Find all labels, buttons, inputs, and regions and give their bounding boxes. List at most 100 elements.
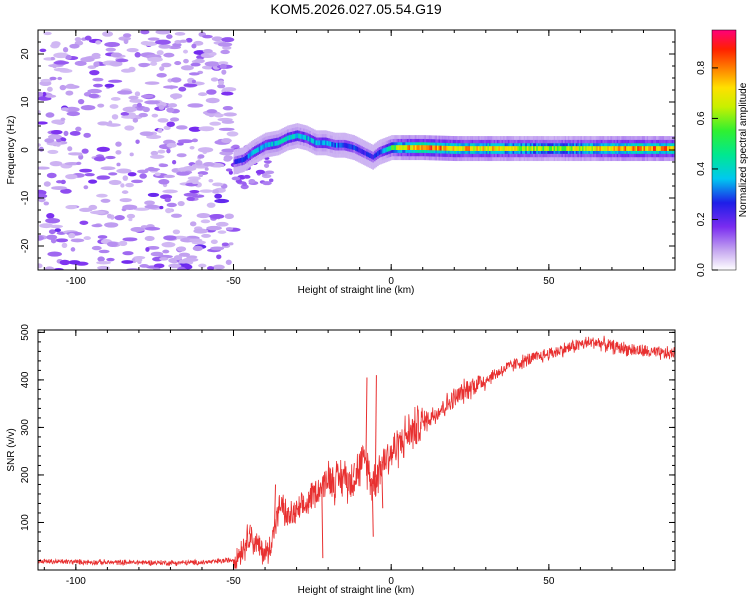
noise-cell <box>80 104 96 111</box>
noise-cell <box>190 62 201 67</box>
noise-cell <box>144 200 155 206</box>
ridge-cell <box>239 158 242 163</box>
noise-cell <box>83 132 91 138</box>
ridge-cell <box>618 146 620 151</box>
noise-cell <box>222 87 237 92</box>
noise-cell <box>191 79 196 84</box>
ridge-cell <box>394 145 397 150</box>
noise-cell <box>39 223 54 229</box>
noise-cell <box>220 49 230 55</box>
ridge-cell <box>345 143 348 148</box>
ridge-cell <box>250 151 253 156</box>
ridge-cell <box>266 142 269 148</box>
noise-cell <box>144 81 160 85</box>
noise-cell <box>136 102 142 108</box>
noise-cell <box>67 146 73 152</box>
noise-cell <box>75 126 82 132</box>
ridge-cell <box>455 146 458 151</box>
noise-cell <box>146 134 162 139</box>
noise-cell <box>84 173 95 177</box>
noise-cell <box>145 247 150 252</box>
ridge-cell <box>376 151 379 156</box>
ridge-cell <box>484 146 486 151</box>
ridge-cell <box>249 152 252 158</box>
ridge-cell <box>444 145 447 151</box>
noise-cell <box>164 197 171 203</box>
noise-cell <box>189 145 195 150</box>
noise-cell <box>144 235 155 242</box>
noise-cell <box>39 48 47 53</box>
noise-cell <box>177 200 185 207</box>
ridge-cell <box>424 145 427 151</box>
noise-cell <box>38 146 44 152</box>
ridge-cell <box>378 150 381 155</box>
ridge-cell <box>410 145 412 150</box>
ridge-cell <box>242 157 245 162</box>
ridge-cell <box>607 146 609 151</box>
noise-cell <box>147 192 160 197</box>
ridge-cell <box>440 145 442 151</box>
noise-cell <box>108 179 122 186</box>
noise-cell <box>228 170 233 175</box>
ridge-cell <box>657 146 660 151</box>
colorbar-ticks: 0.0 0.2 0.4 0.6 0.8 <box>696 61 718 277</box>
y-tick-label: -20 <box>20 238 31 253</box>
noise-cell <box>144 167 161 172</box>
ridge-cell <box>252 150 255 155</box>
noise-cell <box>169 93 183 99</box>
ridge-cell <box>365 151 368 157</box>
noise-cell <box>64 162 80 166</box>
ridge-cell <box>487 146 490 151</box>
noise-cell <box>176 246 187 252</box>
ridge-cell <box>353 145 356 150</box>
noise-cell <box>126 48 139 53</box>
noise-cell <box>130 227 145 233</box>
snr-spike <box>321 486 324 559</box>
noise-cell <box>74 60 87 66</box>
ridge-cell <box>414 145 417 150</box>
ridge-cell <box>283 137 286 142</box>
noise-cell <box>159 257 169 261</box>
noise-cell <box>202 34 213 39</box>
x-tick-label: -100 <box>66 576 86 587</box>
ridge-cell <box>481 146 483 151</box>
noise-cell <box>217 42 233 47</box>
noise-cell <box>111 114 119 120</box>
noise-cell <box>70 238 85 243</box>
ridge-cell <box>526 146 529 151</box>
ridge-cell <box>265 142 267 148</box>
noise-cell <box>157 118 169 123</box>
noise-cell <box>97 235 108 239</box>
ridge-cell <box>427 145 430 151</box>
noise-cell <box>194 58 205 64</box>
noise-cell <box>161 241 176 248</box>
ridge-cell <box>608 146 611 151</box>
ridge-cell <box>320 140 322 146</box>
noise-cell <box>38 91 44 97</box>
ridge-cell <box>662 146 665 151</box>
ridge-cell <box>604 146 606 151</box>
noise-cell <box>97 256 105 262</box>
chart-title: KOM5.2026.027.05.54.G19 <box>270 1 441 17</box>
ridge-cell <box>328 141 330 146</box>
ridge-cell <box>515 146 518 151</box>
noise-cell <box>115 58 129 63</box>
noise-cell <box>155 39 171 45</box>
colorbar-tick-label: 0.6 <box>696 111 707 125</box>
noise-cell <box>214 198 230 204</box>
noise-cell <box>106 257 115 262</box>
noise-cell <box>50 238 57 244</box>
noise-cell <box>240 184 249 190</box>
ridge-cell <box>578 146 581 151</box>
noise-cell <box>201 233 211 238</box>
noise-cell <box>100 166 116 171</box>
noise-cell <box>116 168 132 174</box>
ridge-cell <box>372 154 375 160</box>
noise-cell <box>262 181 272 186</box>
ridge-cell <box>577 146 579 151</box>
noise-cell <box>147 56 163 63</box>
ridge-cell <box>276 140 278 146</box>
noise-cell <box>133 207 150 211</box>
ridge-cell <box>293 134 296 139</box>
spectrogram-signal-ridge <box>233 123 675 175</box>
